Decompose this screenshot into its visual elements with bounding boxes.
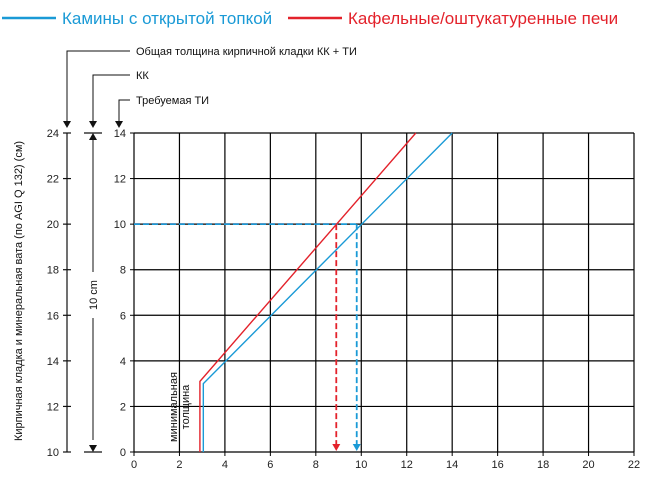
x-tick-labels: 0 2 4 6 8 10 12 14 16 18 20 22 (131, 459, 640, 471)
legend-label-blue: Камины с открытой топкой (62, 9, 272, 28)
span-arrow-top (89, 133, 97, 140)
y-tick-label: 10 (114, 219, 126, 231)
y-tick-labels: 0 2 4 6 8 10 12 14 (114, 128, 126, 459)
guide-arrow (352, 444, 361, 451)
x-tick-label: 20 (582, 459, 594, 471)
y-tick-label: 14 (114, 128, 126, 140)
x-tick-label: 2 (176, 459, 182, 471)
x-tick-label: 16 (492, 459, 504, 471)
span-arrow-bottom (89, 445, 97, 452)
min-thickness-label-2: толщина (180, 384, 192, 429)
y-tick-label: 8 (120, 265, 126, 277)
x-tick-label: 18 (537, 459, 549, 471)
x-tick-label: 0 (131, 459, 137, 471)
bracket-kk (92, 74, 130, 124)
guide-arrow (332, 444, 341, 451)
y-tick-label: 4 (120, 356, 126, 368)
legend: Камины с открытой топкой Кафельные/оштук… (2, 9, 618, 28)
guides (134, 223, 361, 451)
y-tick-label: 12 (114, 174, 126, 186)
left-axis-tick-label: 16 (47, 310, 59, 322)
bracket-ti (118, 99, 130, 124)
x-tick-label: 22 (628, 459, 640, 471)
arrow-kk (89, 121, 97, 128)
series-line (199, 132, 417, 452)
arrow-ti (115, 121, 123, 128)
bracket-total (66, 50, 130, 124)
left-axis-tick-label: 12 (47, 401, 59, 413)
legend-label-red: Кафельные/оштукатуренные печи (348, 9, 618, 28)
left-axis-tick-label: 18 (47, 265, 59, 277)
annotation-kk: КК (136, 70, 149, 82)
span-label: 10 cm (88, 280, 100, 310)
x-tick-label: 12 (401, 459, 413, 471)
series (199, 132, 453, 452)
span-10cm: 10 cm (84, 132, 102, 453)
x-tick-label: 6 (267, 459, 273, 471)
annotation-total: Общая толщина кирпичной кладки КК + ТИ (136, 46, 357, 58)
left-axis-tick-label: 24 (47, 128, 59, 140)
x-tick-label: 4 (222, 459, 228, 471)
left-axis-tick-label: 20 (47, 219, 59, 231)
grid (130, 132, 635, 456)
y-tick-label: 6 (120, 310, 126, 322)
bracket-arrows (63, 121, 123, 128)
annotation-ti: Требуемая ТИ (136, 95, 209, 107)
annotations (66, 50, 130, 124)
left-axis-tick-label: 10 (47, 447, 59, 459)
series-line (202, 132, 453, 452)
y-tick-label: 2 (120, 401, 126, 413)
y-tick-label: 0 (120, 447, 126, 459)
x-tick-label: 8 (313, 459, 319, 471)
x-tick-label: 14 (446, 459, 458, 471)
arrow-total (63, 121, 71, 128)
left-axis: 10 12 14 16 18 20 22 24 (47, 128, 71, 459)
left-axis-tick-label: 14 (47, 356, 59, 368)
x-tick-label: 10 (355, 459, 367, 471)
left-axis-tick-label: 22 (47, 174, 59, 186)
min-thickness-label-1: минимальная (168, 372, 180, 442)
left-axis-label: Кирпичная кладка и минеральная вата (по … (13, 141, 25, 441)
